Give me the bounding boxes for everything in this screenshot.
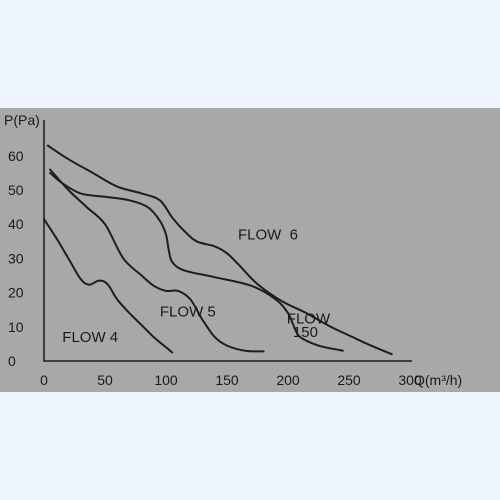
y-tick-label: 50 [8, 182, 24, 198]
y-tick-label: 30 [8, 250, 24, 266]
x-tick-labels: 0 50 100 150 200 250 300 [40, 372, 422, 388]
series-lines [43, 144, 393, 356]
y-axis-label: P(Pa) [4, 112, 40, 128]
axes [43, 120, 412, 362]
x-axis-label: Q(m³/h) [414, 372, 462, 388]
y-tick-labels: 0 10 20 30 40 50 60 [8, 148, 24, 369]
series-line-flow-6 [46, 144, 393, 356]
series-line-flow-5 [49, 168, 265, 353]
axis-lines [43, 120, 412, 362]
curve-label: FLOW 5 [160, 304, 216, 321]
curve-label: FLOW [287, 310, 331, 327]
curve-label: FLOW 4 [62, 329, 118, 346]
x-tick-label: 300 [398, 372, 422, 388]
series-line-flow-4 [43, 218, 174, 354]
x-tick-label: 250 [337, 372, 361, 388]
chart-background [0, 108, 500, 392]
y-tick-label: 0 [8, 353, 16, 369]
series-line-flow-150 [49, 171, 344, 352]
y-tick-label: 60 [8, 148, 24, 164]
x-tick-label: 50 [97, 372, 113, 388]
x-tick-label: 150 [215, 372, 239, 388]
x-tick-label: 100 [154, 372, 178, 388]
curve-label: 150 [293, 324, 318, 341]
x-tick-label: 0 [40, 372, 48, 388]
curve-label: FLOW 6 [238, 227, 298, 244]
y-tick-label: 20 [8, 285, 24, 301]
y-tick-label: 10 [8, 319, 24, 335]
x-tick-label: 200 [276, 372, 300, 388]
y-tick-label: 40 [8, 216, 24, 232]
